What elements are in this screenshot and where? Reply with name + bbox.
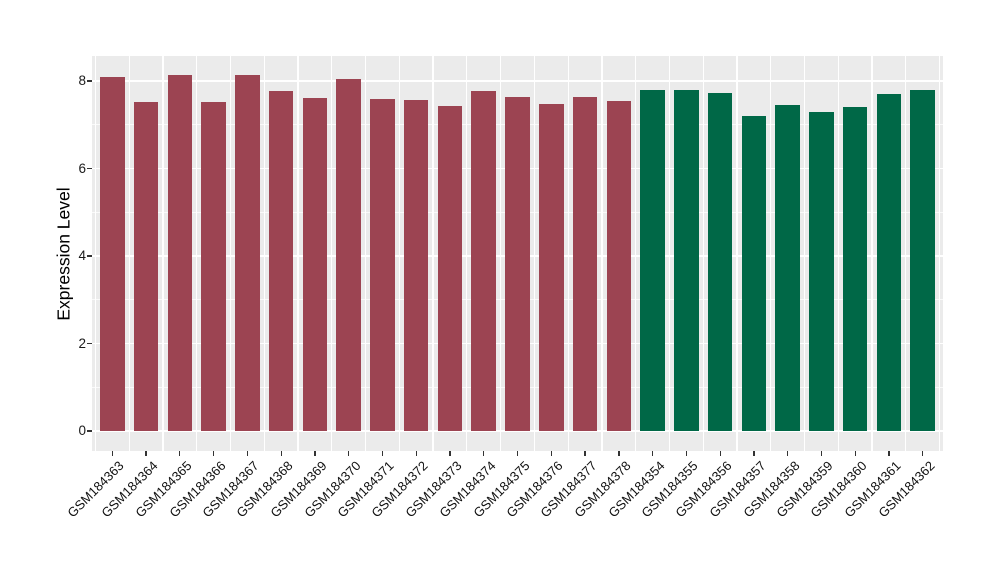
v-gridline — [432, 56, 434, 451]
v-gridline — [500, 56, 502, 451]
v-gridline — [398, 56, 400, 451]
bar-GSM184367 — [235, 74, 260, 431]
v-gridline — [635, 56, 637, 451]
v-gridline — [668, 56, 671, 451]
x-tick-mark — [584, 451, 586, 456]
x-tick-mark — [314, 451, 316, 456]
v-gridline — [871, 56, 873, 451]
x-tick-mark — [618, 451, 620, 456]
x-tick-mark — [685, 451, 688, 456]
v-gridline — [94, 56, 96, 451]
x-tick-mark — [179, 451, 181, 456]
v-gridline — [905, 56, 907, 451]
bar-GSM184363 — [100, 77, 125, 431]
x-tick-mark — [922, 451, 924, 456]
v-gridline — [263, 56, 265, 451]
y-tick-label-4: 4 — [78, 248, 86, 263]
bar-GSM184366 — [201, 102, 226, 431]
bar-GSM184378 — [606, 100, 632, 431]
x-tick-mark — [550, 451, 552, 456]
x-tick-mark — [483, 451, 485, 456]
v-gridline — [229, 56, 232, 451]
bar-GSM184376 — [539, 104, 564, 431]
bar-GSM184369 — [302, 98, 328, 431]
bar-GSM184364 — [133, 102, 159, 431]
x-tick-mark — [449, 451, 451, 456]
v-gridline — [466, 56, 468, 451]
x-tick-mark — [280, 451, 282, 456]
bar-GSM184374 — [471, 91, 496, 431]
y-tick-label-0: 0 — [78, 423, 86, 438]
bar-GSM184362 — [910, 90, 935, 431]
v-gridline — [601, 56, 603, 451]
x-tick-mark — [753, 451, 755, 456]
x-tick-mark — [246, 451, 249, 456]
v-gridline — [837, 56, 839, 451]
x-tick-mark — [415, 451, 417, 456]
bar-GSM184368 — [268, 91, 294, 431]
x-tick-mark — [381, 451, 384, 456]
x-tick-mark — [820, 451, 823, 456]
bar-GSM184370 — [336, 78, 361, 431]
bar-GSM184361 — [876, 94, 902, 431]
y-tick-mark — [87, 430, 92, 432]
v-gridline — [939, 56, 941, 451]
bar-GSM184372 — [403, 99, 429, 431]
v-gridline — [533, 56, 535, 451]
y-tick-mark — [87, 80, 92, 82]
y-tick-label-8: 8 — [78, 73, 86, 88]
v-gridline — [128, 56, 130, 451]
bar-GSM184355 — [674, 90, 699, 431]
bar-GSM184354 — [640, 90, 665, 431]
x-tick-mark — [651, 451, 654, 456]
bar-GSM184377 — [572, 97, 598, 431]
y-tick-label-6: 6 — [78, 160, 86, 176]
y-tick-label-2: 2 — [78, 335, 86, 351]
bar-GSM184373 — [437, 105, 463, 431]
y-tick-mark — [87, 342, 92, 345]
x-tick-mark — [348, 451, 350, 456]
y-tick-mark — [87, 167, 92, 170]
bar-GSM184356 — [707, 92, 733, 431]
v-gridline — [297, 56, 299, 451]
v-gridline — [803, 56, 806, 451]
h-gridline-major — [92, 80, 943, 82]
v-gridline — [702, 56, 704, 451]
v-gridline — [331, 56, 333, 451]
plot-panel — [92, 56, 943, 451]
x-tick-mark — [854, 451, 856, 456]
x-tick-mark — [145, 451, 147, 456]
x-tick-mark — [719, 451, 721, 456]
bar-GSM184360 — [842, 106, 868, 431]
v-gridline — [736, 56, 738, 451]
bar-GSM184359 — [809, 112, 834, 431]
v-gridline — [567, 56, 569, 451]
y-tick-mark — [87, 255, 92, 257]
bar-GSM184365 — [167, 74, 193, 431]
v-gridline — [196, 56, 198, 451]
x-tick-mark — [787, 451, 789, 456]
bar-GSM184358 — [775, 105, 800, 431]
x-tick-mark — [212, 451, 215, 456]
x-tick-mark — [516, 451, 519, 456]
x-tick-mark — [888, 451, 890, 456]
bar-GSM184357 — [741, 116, 767, 431]
x-tick-mark — [111, 451, 113, 456]
bar-GSM184375 — [505, 97, 530, 431]
v-gridline — [770, 56, 772, 451]
v-gridline — [162, 56, 164, 451]
v-gridline — [364, 56, 367, 451]
bar-GSM184371 — [370, 98, 395, 431]
